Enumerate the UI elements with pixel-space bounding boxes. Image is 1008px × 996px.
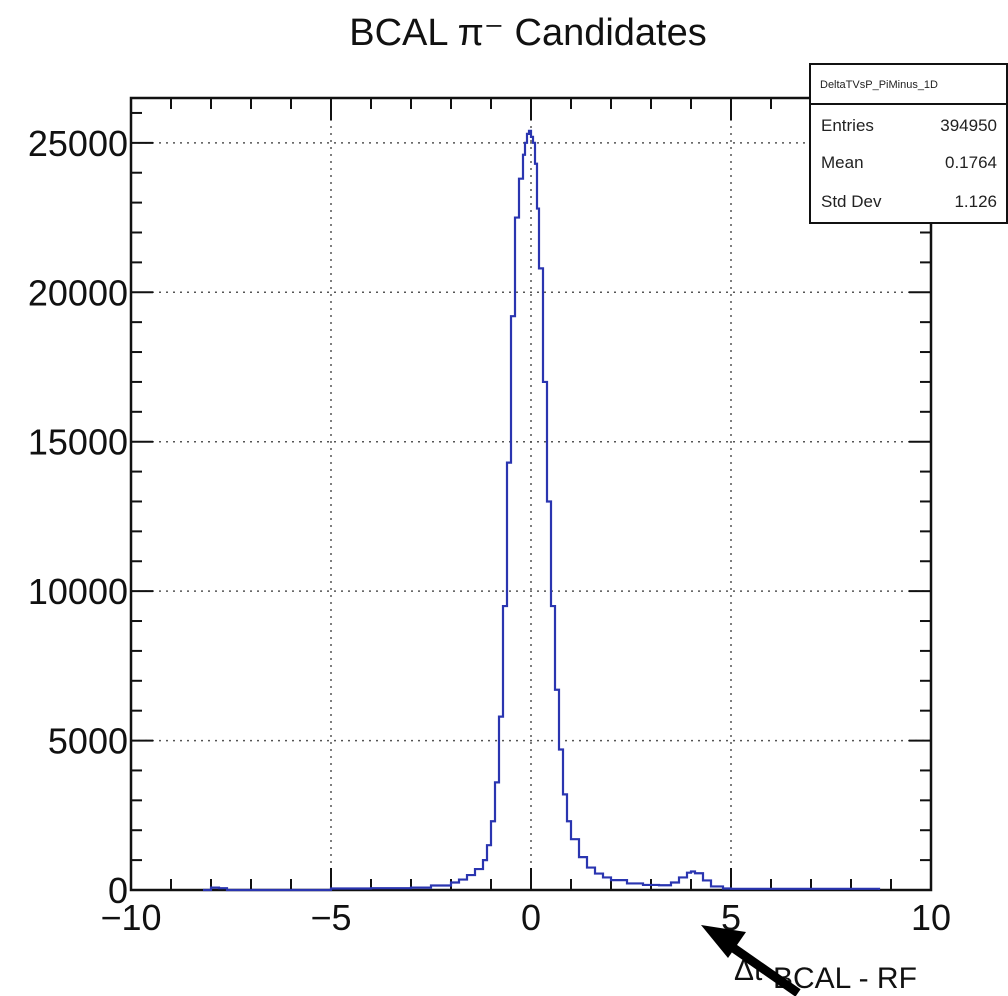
x-tick-label: 0 (521, 897, 541, 938)
x-tick-label: −10 (100, 897, 161, 938)
arrow-annotation (701, 925, 801, 996)
y-tick-label: 0 (108, 870, 128, 911)
stats-stddev-value: 1.126 (954, 192, 997, 211)
stats-mean-value: 0.1764 (945, 153, 997, 172)
y-tick-label: 15000 (28, 422, 128, 463)
series-line (203, 129, 881, 892)
chart-title: BCAL π⁻ Candidates (349, 12, 707, 54)
stats-stddev-label: Std Dev (821, 192, 882, 211)
arrow-head (701, 925, 746, 958)
y-tick-label: 25000 (28, 123, 128, 164)
y-tick-labels: 0 5000 10000 15000 20000 25000 (28, 123, 128, 911)
stats-box: DeltaTVsP_PiMinus_1D Entries 394950 Mean… (809, 63, 1008, 224)
grid-lines (131, 98, 931, 890)
x-axis-title: Δt BCAL - RF (734, 954, 917, 995)
y-tick-label: 5000 (48, 721, 128, 762)
stats-box-name: DeltaTVsP_PiMinus_1D (820, 79, 938, 91)
y-tick-label: 10000 (28, 571, 128, 612)
x-tick-label: −5 (310, 897, 351, 938)
stats-mean-label: Mean (821, 153, 864, 172)
x-tick-label: 10 (911, 897, 951, 938)
stats-entries-label: Entries (821, 116, 874, 135)
arrow-shaft (719, 936, 801, 996)
x-tick-label: 5 (721, 897, 741, 938)
x-tick-labels: −10 −5 0 5 10 (100, 897, 951, 938)
stats-box-body (809, 103, 1008, 224)
stats-entries-value: 394950 (940, 116, 997, 135)
y-tick-label: 20000 (28, 272, 128, 313)
